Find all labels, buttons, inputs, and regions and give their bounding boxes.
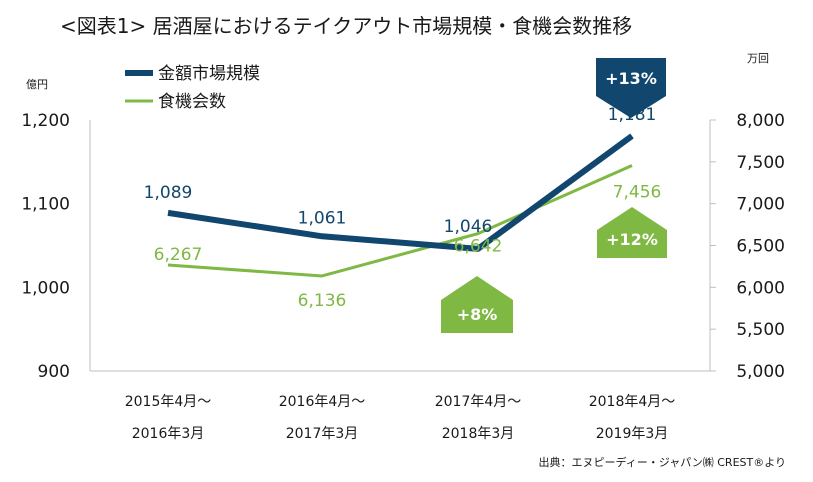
- series-line-occasions: [167, 164, 633, 278]
- chart-title: <図表1> 居酒屋におけるテイクアウト市場規模・食機会数推移: [60, 14, 632, 38]
- data-label-amount: 1,046: [444, 217, 493, 237]
- x-category-line1: 2015年4月～: [125, 394, 212, 410]
- right-tick-label: 5,000: [736, 362, 785, 382]
- data-label-occasions: 6,267: [154, 245, 203, 265]
- data-label-occasions: 6,136: [298, 291, 347, 311]
- data-label-occasions: 6,642: [454, 237, 503, 257]
- x-category-line2: 2018年3月: [442, 426, 515, 442]
- right-tick-label: 7,000: [736, 195, 785, 215]
- badge-occasions-change-2018-text: +8%: [457, 305, 498, 324]
- right-tick-label: 6,000: [736, 278, 785, 298]
- badge-occasions-change-2019: [597, 207, 667, 258]
- right-axis-ticks: 5,000 5,500 6,000 6,500 7,000 7,500 8,000: [710, 111, 785, 382]
- x-category-line2: 2016年3月: [132, 426, 205, 442]
- left-axis-unit: 億円: [26, 78, 48, 91]
- data-label-amount: 1,061: [298, 208, 347, 228]
- badge-amount-change-text: +13%: [605, 69, 657, 88]
- legend-label-amount: 金額市場規模: [158, 64, 260, 84]
- data-label-amount: 1,089: [144, 183, 193, 203]
- badge-amount-change: [596, 58, 666, 118]
- x-category-line2: 2017年3月: [286, 426, 359, 442]
- x-axis-categories: 2015年4月～ 2016年3月 2016年4月～ 2017年3月 2017年4月～ 20…: [125, 394, 676, 442]
- left-axis-ticks: 900 1,000 1,100 1,200: [21, 111, 70, 382]
- x-category-line2: 2019年3月: [596, 426, 669, 442]
- legend-label-occasions: 食機会数: [158, 92, 226, 112]
- x-category-line1: 2018年4月～: [589, 394, 676, 410]
- legend: 金額市場規模 食機会数: [125, 64, 260, 112]
- right-tick-label: 8,000: [736, 111, 785, 131]
- left-tick-label: 1,200: [21, 111, 70, 131]
- source-note: 出典：エヌピーディー・ジャパン㈱ CREST®より: [539, 455, 786, 469]
- change-badges: +13% +12% +8%: [441, 58, 667, 333]
- x-category-line1: 2016年4月～: [279, 394, 366, 410]
- data-label-occasions: 7,456: [613, 183, 662, 203]
- x-category-line1: 2017年4月～: [435, 394, 522, 410]
- left-tick-label: 1,100: [21, 195, 70, 215]
- badge-occasions-change-2018: [441, 276, 513, 333]
- right-tick-label: 5,500: [736, 320, 785, 340]
- badge-occasions-change-2019-text: +12%: [606, 230, 658, 249]
- right-tick-label: 6,500: [736, 237, 785, 257]
- left-tick-label: 1,000: [21, 278, 70, 298]
- left-tick-label: 900: [38, 362, 70, 382]
- series-line-amount: [167, 133, 634, 252]
- right-axis-unit: 万回: [747, 52, 769, 65]
- right-tick-label: 7,500: [736, 153, 785, 173]
